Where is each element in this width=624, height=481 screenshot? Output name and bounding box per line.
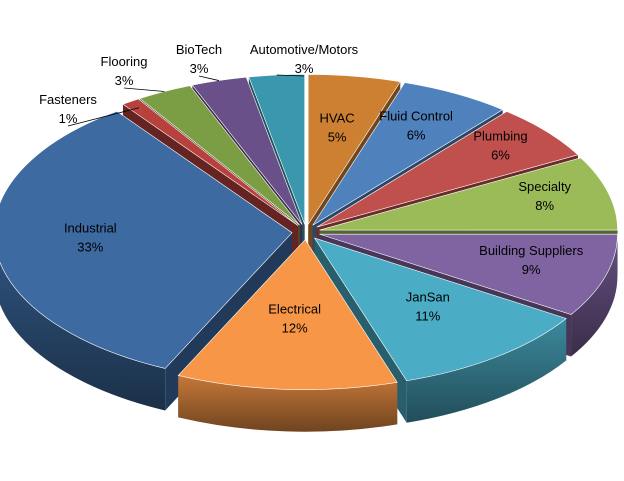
leader-line-flooring	[123, 87, 165, 92]
slice-label-hvac: HVAC	[320, 111, 355, 126]
slice-label-industrial: Industrial	[64, 220, 117, 235]
slice-fluid-control	[312, 82, 504, 226]
slice-hvac	[307, 74, 401, 226]
slice-value-plumbing: 6%	[491, 148, 510, 163]
slice-label-specialty: Specialty	[518, 179, 571, 194]
slice-value-fasteners: 1%	[59, 111, 78, 126]
slice-jansan	[313, 237, 567, 382]
slice-label-plumbing: Plumbing	[473, 129, 527, 144]
leader-line-fasteners	[67, 107, 140, 127]
slice-value-specialty: 8%	[535, 198, 554, 213]
slice-label-building-suppliers: Building Suppliers	[479, 243, 584, 258]
leader-line-automotive-motors	[276, 74, 305, 77]
slice-value-building-suppliers: 9%	[522, 262, 541, 277]
slice-industrial	[0, 111, 293, 369]
slice-fasteners	[122, 98, 299, 226]
slice-label-automotive-motors: Automotive/Motors	[250, 42, 359, 57]
slice-value-fluid-control: 6%	[407, 128, 426, 143]
slice-value-biotech: 3%	[190, 61, 209, 76]
slice-automotive-motors	[248, 74, 305, 225]
slice-labels: HVAC 5% Fluid Control 6% Plumbing 6% Specialty…	[39, 42, 584, 336]
slice-value-electrical: 12%	[282, 321, 308, 336]
slice-value-flooring: 3%	[115, 73, 134, 88]
slice-side-industrial	[0, 262, 166, 411]
slice-side-jansan	[406, 318, 567, 423]
leader-lines	[67, 74, 305, 127]
slice-building-suppliers	[319, 233, 618, 315]
slice-label-biotech: BioTech	[176, 42, 222, 57]
slice-value-industrial: 33%	[77, 239, 103, 254]
slice-electrical	[177, 239, 398, 390]
leader-line-biotech	[198, 75, 220, 81]
slice-label-fasteners: Fasteners	[39, 92, 97, 107]
slice-value-jansan: 11%	[415, 309, 440, 324]
slice-side-electrical	[178, 375, 398, 432]
slice-flooring	[139, 85, 300, 226]
pie-tops	[0, 74, 618, 390]
slice-label-jansan: JanSan	[406, 290, 450, 305]
slice-label-flooring: Flooring	[101, 54, 148, 69]
slice-label-electrical: Electrical	[268, 302, 321, 317]
slice-value-hvac: 5%	[328, 130, 347, 145]
slice-plumbing	[316, 111, 579, 228]
slice-side-building-suppliers	[571, 234, 618, 357]
slice-value-automotive-motors: 3%	[295, 61, 314, 76]
slice-specialty	[319, 157, 618, 231]
slice-label-fluid-control: Fluid Control	[379, 109, 453, 124]
